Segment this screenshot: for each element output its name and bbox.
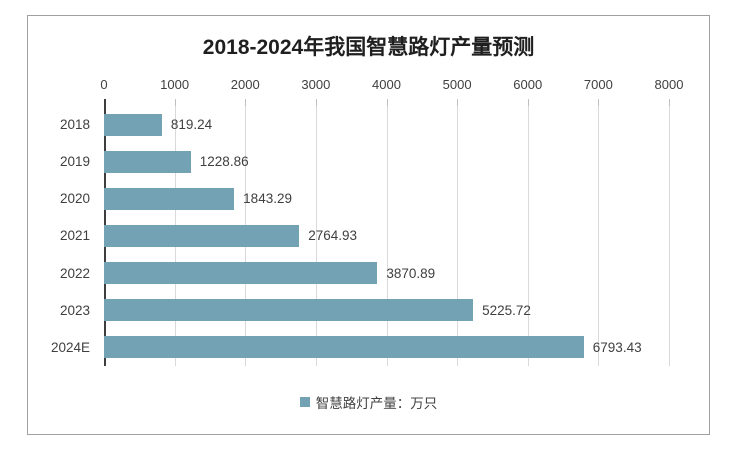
gridline [315, 106, 317, 366]
x-tick-label: 8000 [654, 77, 684, 92]
gridline [457, 106, 459, 366]
bar [104, 113, 162, 136]
category-label: 2022 [59, 265, 90, 281]
tick-mark [174, 99, 176, 106]
bar-rows: 2018 819.24 2019 1228.86 2020 1843.29 2021 2764… [51, 106, 669, 366]
x-tick-label: 4000 [372, 77, 401, 92]
x-tick-label: 0 [100, 77, 108, 92]
x-tick-label: 3000 [301, 77, 331, 92]
category-label: 2024E [50, 339, 90, 355]
tick-mark [457, 99, 459, 106]
bar-row: 2022 3870.89 [60, 255, 669, 292]
tick-mark [245, 99, 247, 106]
gridline [527, 106, 529, 366]
bar [104, 187, 235, 210]
category-label: 2020 [59, 191, 90, 207]
x-tick-label: 7000 [583, 77, 613, 92]
bar-row: 2021 2764.93 [60, 217, 669, 254]
tick-mark [669, 99, 670, 106]
bar-row: 2019 1228.86 [60, 143, 669, 180]
tick-mark [315, 99, 317, 106]
legend: 智慧路灯产量：万只 [28, 392, 709, 412]
x-tick-label: 2000 [230, 77, 260, 92]
category-label: 2019 [59, 154, 90, 170]
category-label: 2018 [59, 117, 90, 133]
chart-card: 2018-2024年我国智慧路灯产量预测 0 1000 2000 3000 4000 50… [27, 15, 710, 435]
x-axis-labels: 0 1000 2000 3000 4000 5000 6000 7000 8000 [100, 77, 683, 93]
gridline [386, 106, 388, 366]
value-label: 1228.86 [199, 154, 249, 170]
category-label: 2023 [59, 302, 90, 318]
bar [104, 150, 191, 173]
x-tick-label: 1000 [160, 77, 190, 92]
value-label: 3870.89 [386, 265, 436, 281]
bar [104, 224, 300, 247]
tick-mark [598, 99, 600, 106]
bar-row: 2023 5225.72 [60, 292, 669, 329]
value-label: 1843.29 [243, 191, 292, 207]
tick-mark [527, 99, 529, 106]
value-label: 819.24 [170, 117, 213, 133]
chart-title: 2018-2024年我国智慧路灯产量预测 [202, 36, 535, 59]
bar [104, 299, 474, 322]
legend-square-icon [299, 397, 310, 407]
value-label: 5225.72 [482, 302, 531, 318]
bar [104, 336, 584, 359]
x-tick-label: 6000 [513, 77, 543, 92]
legend-label: 智慧路灯产量：万只 [315, 396, 438, 411]
bar-row: 2024E 6793.43 [51, 329, 669, 366]
gridline [669, 106, 670, 366]
x-tick-label: 5000 [442, 77, 472, 92]
bar [104, 262, 378, 285]
gridline [598, 106, 600, 366]
value-label: 6793.43 [592, 339, 642, 355]
bar-row: 2020 1843.29 [60, 180, 669, 217]
category-label: 2021 [59, 228, 90, 244]
bar-row: 2018 819.24 [60, 106, 669, 143]
tick-mark [386, 99, 388, 106]
value-label: 2764.93 [308, 228, 358, 244]
